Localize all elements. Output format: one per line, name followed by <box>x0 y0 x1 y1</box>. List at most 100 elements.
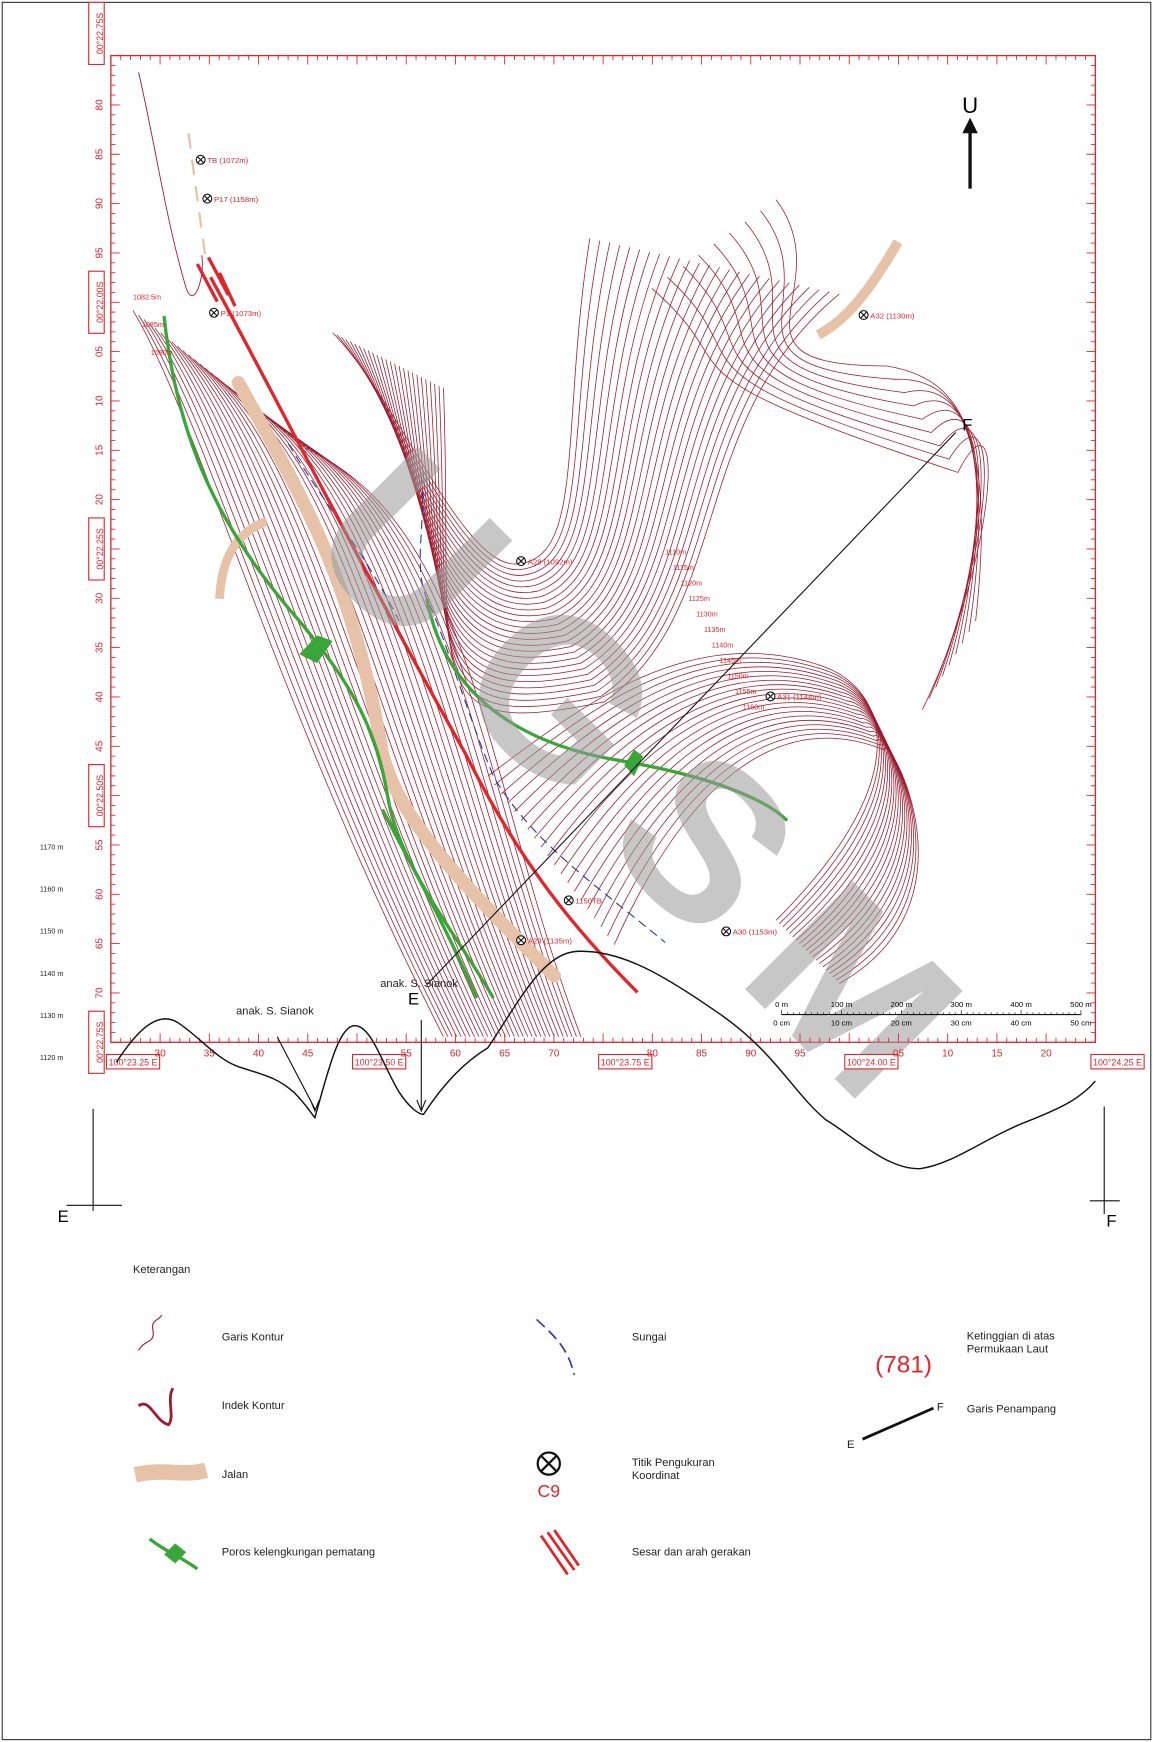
scale-label: 50 cm <box>1070 1019 1091 1028</box>
longitude-tick-label: 10 <box>942 1049 954 1060</box>
frame-tick <box>110 55 1096 1043</box>
frame-tick <box>110 55 1096 1043</box>
frame-tick <box>110 55 1096 1043</box>
frame-tick <box>110 55 1096 1043</box>
profile-annotation: anak. S. Sianok <box>380 978 458 990</box>
latitude-tick-label: 10 <box>94 395 105 407</box>
frame-tick <box>110 55 1096 1043</box>
scale-label: 20 cm <box>891 1019 912 1028</box>
frame-tick <box>110 55 1096 1043</box>
legend-section-f: F <box>937 1401 944 1413</box>
contour <box>188 354 489 1037</box>
legend-contour <box>138 1314 163 1351</box>
frame-tick <box>110 55 1096 1043</box>
frame-tick <box>110 55 1096 1043</box>
frame-tick <box>110 55 1096 1043</box>
legend-ridge <box>164 1543 187 1564</box>
contour <box>154 328 462 1037</box>
point-label: A31 (1144m) <box>777 693 822 702</box>
frame-tick <box>110 55 1096 1043</box>
road <box>215 517 268 600</box>
frame-tick <box>110 55 1096 1043</box>
frame-tick <box>110 55 1096 1043</box>
latitude-tick-label: 35 <box>94 642 105 654</box>
frame-tick <box>110 55 1096 1043</box>
scale-label: 40 cm <box>1011 1019 1032 1028</box>
contour-label: 1110m <box>665 547 686 556</box>
frame-tick <box>110 55 1096 1043</box>
section-start: E <box>408 990 419 1009</box>
contour <box>527 679 891 941</box>
longitude-tick-label: 95 <box>794 1049 806 1060</box>
frame-tick <box>110 55 1096 1043</box>
frame-tick <box>110 55 1096 1043</box>
legend-label: Sungai <box>632 1332 667 1344</box>
point-label: P1 (1073m) <box>221 309 262 318</box>
latitude-tick-label: 90 <box>94 198 105 210</box>
contour-label: 1090m <box>151 348 173 357</box>
latitude-label: 00°22.00S <box>95 281 105 323</box>
ridge-marker <box>624 749 644 777</box>
frame-tick <box>110 55 1096 1043</box>
frame-tick <box>110 55 1096 1043</box>
legend-index-contour <box>137 1387 175 1427</box>
frame-tick <box>110 55 1096 1043</box>
frame-tick <box>110 55 1096 1043</box>
legend-label: Garis Kontur <box>222 1332 284 1344</box>
frame-tick <box>110 55 1096 1043</box>
frame-tick <box>110 55 1096 1043</box>
contour <box>143 319 453 1037</box>
longitude-tick-label: 20 <box>1041 1049 1053 1060</box>
contour <box>243 398 533 1037</box>
scale-label: 200 m <box>891 1000 913 1009</box>
legend-section <box>861 1406 935 1441</box>
profile-elevation-label: 1160 m <box>40 885 63 894</box>
contour-label: 1085m <box>142 320 164 329</box>
frame-tick <box>110 55 1096 1043</box>
frame-tick <box>110 55 1096 1043</box>
profile-elevation-label: 1120 m <box>40 1053 63 1062</box>
legend-point <box>536 1451 561 1476</box>
frame-tick <box>110 55 1096 1043</box>
contour-label: 1140m <box>712 641 733 650</box>
contour-label: 1130m <box>696 610 717 619</box>
point-label: A30 (1153m) <box>733 928 778 937</box>
frame-tick <box>110 55 1096 1043</box>
frame-tick <box>110 55 1096 1043</box>
annotation-arrow <box>276 1036 320 1113</box>
contour <box>138 314 449 1037</box>
longitude-tick-label: 30 <box>155 1049 167 1060</box>
contour-label: 1115m <box>673 563 694 572</box>
frame-tick <box>110 55 1096 1043</box>
frame-tick <box>110 55 1096 1043</box>
contour <box>600 728 915 978</box>
latitude-tick-label: 85 <box>94 148 105 160</box>
scale-label: 500 m <box>1070 1000 1092 1009</box>
legend-point <box>540 1455 558 1473</box>
contour <box>667 277 985 699</box>
scale-label: 100 m <box>831 1000 853 1009</box>
legend-label-line: Ketinggian di atas <box>967 1330 1056 1342</box>
frame-tick <box>110 55 1096 1043</box>
frame-tick <box>110 55 1096 1043</box>
frame-tick <box>110 55 1096 1043</box>
annotation-arrow <box>416 1020 427 1113</box>
fault-arrow <box>195 256 237 307</box>
measure-point <box>203 194 212 203</box>
frame-tick <box>110 55 1096 1043</box>
contour-label: 1145m <box>720 656 741 665</box>
latitude-tick-label: 80 <box>94 99 105 111</box>
frame-tick <box>110 55 1096 1043</box>
longitude-tick-label: 05 <box>893 1049 905 1060</box>
longitude-tick-label: 55 <box>401 1049 413 1060</box>
frame-tick <box>110 55 1096 1043</box>
point-label: P17 (1158m) <box>214 195 259 204</box>
contour <box>540 688 895 948</box>
frame-tick <box>110 55 1096 1043</box>
coord-box <box>88 764 105 828</box>
frame-tick <box>110 55 1096 1043</box>
frame-tick <box>110 55 1096 1043</box>
frame-tick <box>110 55 1096 1043</box>
